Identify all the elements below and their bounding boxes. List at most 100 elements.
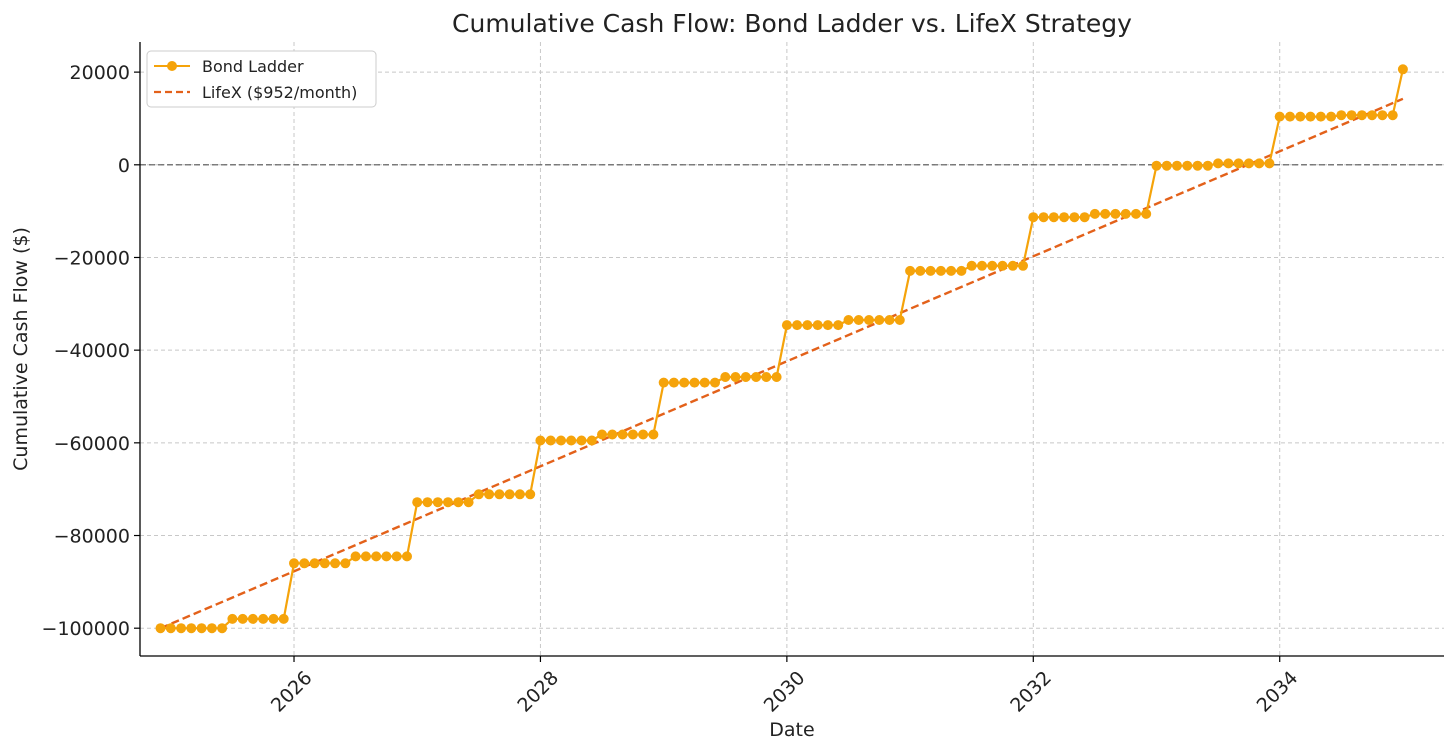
bond-ladder-point <box>319 558 330 569</box>
bond-ladder-point <box>1202 160 1213 171</box>
bond-ladder-point <box>453 497 464 508</box>
bond-ladder-point <box>1254 158 1265 169</box>
y-axis-label: Cumulative Cash Flow ($) <box>10 227 32 471</box>
bond-ladder-point <box>699 377 710 388</box>
bond-ladder-point <box>432 497 443 508</box>
bond-ladder-point <box>340 558 351 569</box>
bond-ladder-point <box>1131 208 1141 219</box>
bond-ladder-point <box>556 435 566 446</box>
bond-ladder-point <box>1336 110 1347 121</box>
bond-ladder-point <box>1397 64 1408 75</box>
legend-frame <box>146 50 377 108</box>
bond-ladder-point <box>1182 160 1193 171</box>
bond-ladder-point <box>997 260 1008 271</box>
bond-ladder-point <box>217 623 228 634</box>
bond-ladder-point <box>1100 208 1111 219</box>
bond-ladder-point <box>935 265 946 276</box>
bond-ladder-point <box>1069 212 1080 223</box>
bond-ladder-point <box>535 435 546 446</box>
bond-ladder-point <box>422 497 433 508</box>
bond-ladder-point <box>679 377 690 388</box>
bond-ladder-point <box>627 429 638 440</box>
bond-ladder-point <box>946 265 957 276</box>
bond-ladder-point <box>1151 160 1162 171</box>
y-tick-label: 0 <box>118 155 130 177</box>
bond-ladder-point <box>915 265 926 276</box>
bond-ladder-point <box>864 315 874 325</box>
bond-ladder-point <box>1038 212 1049 223</box>
bond-ladder-point <box>720 372 731 382</box>
bond-ladder-point <box>1346 110 1357 121</box>
y-tick-label: 20000 <box>70 62 130 84</box>
bond-ladder-point <box>484 489 495 500</box>
y-ticks: 20000 0 −20000 −40000 −60000 −80000 −100000 <box>42 62 140 640</box>
bond-ladder-point <box>463 497 474 508</box>
bond-ladder-point <box>1367 110 1378 121</box>
bond-ladder-point <box>258 613 269 624</box>
series-lifex <box>160 97 1404 630</box>
bond-ladder-point <box>402 551 412 562</box>
bond-ladder-point <box>1089 208 1100 219</box>
bond-ladder-point <box>987 260 998 271</box>
bond-ladder-point <box>792 320 803 331</box>
axes <box>139 42 1444 657</box>
bond-ladder-point <box>1007 260 1018 271</box>
bond-ladder-point <box>668 377 679 388</box>
bond-ladder-point <box>1264 158 1275 169</box>
bond-ladder-point <box>1161 160 1172 171</box>
y-tick-label: −40000 <box>54 340 130 362</box>
bond-ladder-point <box>617 429 628 440</box>
bond-ladder-point <box>884 315 895 325</box>
bond-ladder-point <box>473 489 484 500</box>
bond-ladder-point <box>155 623 166 634</box>
chart-title: Cumulative Cash Flow: Bond Ladder vs. Li… <box>452 9 1132 38</box>
bond-ladder-point <box>597 429 607 440</box>
bond-ladder-point <box>268 613 279 624</box>
bond-ladder-point <box>391 551 402 562</box>
legend-bond-ladder-label: Bond Ladder <box>202 57 304 76</box>
bond-ladder-point <box>966 260 977 271</box>
bond-ladder-point <box>1172 160 1182 171</box>
bond-ladder-point <box>1141 208 1152 219</box>
bond-ladder-point <box>1295 111 1306 122</box>
legend-lifex-label: LifeX ($952/month) <box>202 83 357 102</box>
y-tick-label: −20000 <box>54 247 130 269</box>
bond-ladder-point <box>381 551 392 562</box>
bond-ladder-point <box>278 613 289 624</box>
bond-ladder-point <box>412 497 423 508</box>
bond-ladder-point <box>1285 111 1295 122</box>
bond-ladder-point <box>227 613 238 624</box>
bond-ladder-point <box>638 429 649 440</box>
bond-ladder-point <box>894 315 905 325</box>
bond-ladder-point <box>1192 160 1203 171</box>
bond-ladder-point <box>576 435 587 446</box>
bond-ladder-point <box>689 377 700 388</box>
bond-ladder-point <box>289 558 299 569</box>
bond-ladder-point <box>586 435 597 446</box>
bond-ladder-point <box>330 558 341 569</box>
bond-ladder-point <box>843 315 854 325</box>
bond-ladder-point <box>237 613 248 624</box>
bond-ladder-point <box>740 372 751 382</box>
bond-ladder-point <box>186 623 197 634</box>
bond-ladder-point <box>761 372 772 382</box>
bond-ladder-point <box>1243 158 1254 169</box>
bond-ladder-point <box>1079 212 1090 223</box>
bond-ladder-point <box>905 265 916 276</box>
bond-ladder-point <box>607 429 618 440</box>
bond-ladder-point <box>371 551 382 562</box>
y-tick-label: −80000 <box>54 526 130 548</box>
bond-ladder-point <box>956 265 967 276</box>
bond-ladder-point <box>176 623 187 634</box>
bond-ladder-point <box>1120 208 1131 219</box>
bond-ladder-point <box>751 372 762 382</box>
bond-ladder-point <box>1326 111 1337 122</box>
bond-ladder-point <box>360 551 371 562</box>
grid <box>140 42 1444 656</box>
bond-ladder-point <box>802 320 813 331</box>
legend: Bond Ladder LifeX ($952/month) <box>146 50 377 108</box>
bond-ladder-point <box>494 489 505 500</box>
bond-ladder-point <box>1315 111 1326 122</box>
lifex-line <box>160 97 1404 630</box>
